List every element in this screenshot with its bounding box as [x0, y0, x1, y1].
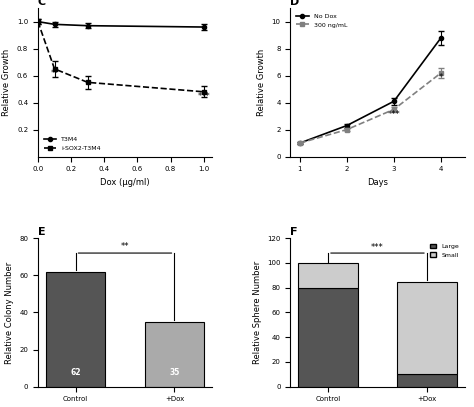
300 ng/mL [391, 107, 397, 112]
Text: ***: *** [197, 92, 210, 101]
Legend: Large, Small: Large, Small [428, 241, 461, 260]
No Dox [438, 35, 444, 40]
X-axis label: Dox (μg/ml): Dox (μg/ml) [100, 178, 150, 187]
i-SOX2-T3M4 [52, 66, 57, 71]
Line: No Dox: No Dox [298, 36, 443, 145]
T3M4 [201, 24, 207, 29]
No Dox [297, 141, 303, 146]
Text: 62: 62 [70, 368, 81, 377]
Y-axis label: Relative Colony Number: Relative Colony Number [5, 261, 14, 363]
Bar [397, 282, 456, 374]
T3M4 [35, 19, 41, 24]
Bar [298, 263, 358, 288]
Bar [298, 288, 358, 387]
Text: **: ** [50, 69, 59, 78]
i-SOX2-T3M4 [35, 19, 41, 24]
Text: *: * [439, 73, 443, 82]
Line: 300 ng/mL: 300 ng/mL [298, 71, 443, 145]
Text: F: F [291, 228, 298, 237]
Text: C: C [38, 0, 46, 7]
Legend: No Dox, 300 ng/mL: No Dox, 300 ng/mL [293, 11, 349, 30]
300 ng/mL [344, 127, 350, 132]
300 ng/mL [297, 141, 303, 146]
Line: i-SOX2-T3M4: i-SOX2-T3M4 [36, 20, 206, 94]
Text: **: ** [121, 242, 129, 251]
Y-axis label: Relative Growth: Relative Growth [2, 49, 11, 116]
T3M4 [85, 23, 91, 28]
Text: ***: *** [371, 243, 384, 252]
Line: T3M4: T3M4 [36, 20, 206, 29]
Y-axis label: Relative Growth: Relative Growth [257, 49, 266, 116]
i-SOX2-T3M4 [201, 90, 207, 94]
No Dox [344, 123, 350, 128]
300 ng/mL [438, 70, 444, 75]
Y-axis label: Relative Sphere Number: Relative Sphere Number [253, 261, 262, 364]
Text: D: D [291, 0, 300, 7]
Bar [397, 374, 456, 387]
Text: 35: 35 [169, 368, 180, 377]
T3M4 [52, 22, 57, 27]
Text: ***: *** [388, 110, 401, 119]
i-SOX2-T3M4 [85, 80, 91, 85]
Legend: T3M4, i-SOX2-T3M4: T3M4, i-SOX2-T3M4 [41, 135, 103, 153]
No Dox [391, 99, 397, 104]
X-axis label: Days: Days [367, 178, 388, 187]
Bar [145, 322, 204, 387]
Text: E: E [38, 228, 46, 237]
Bar [46, 271, 105, 387]
